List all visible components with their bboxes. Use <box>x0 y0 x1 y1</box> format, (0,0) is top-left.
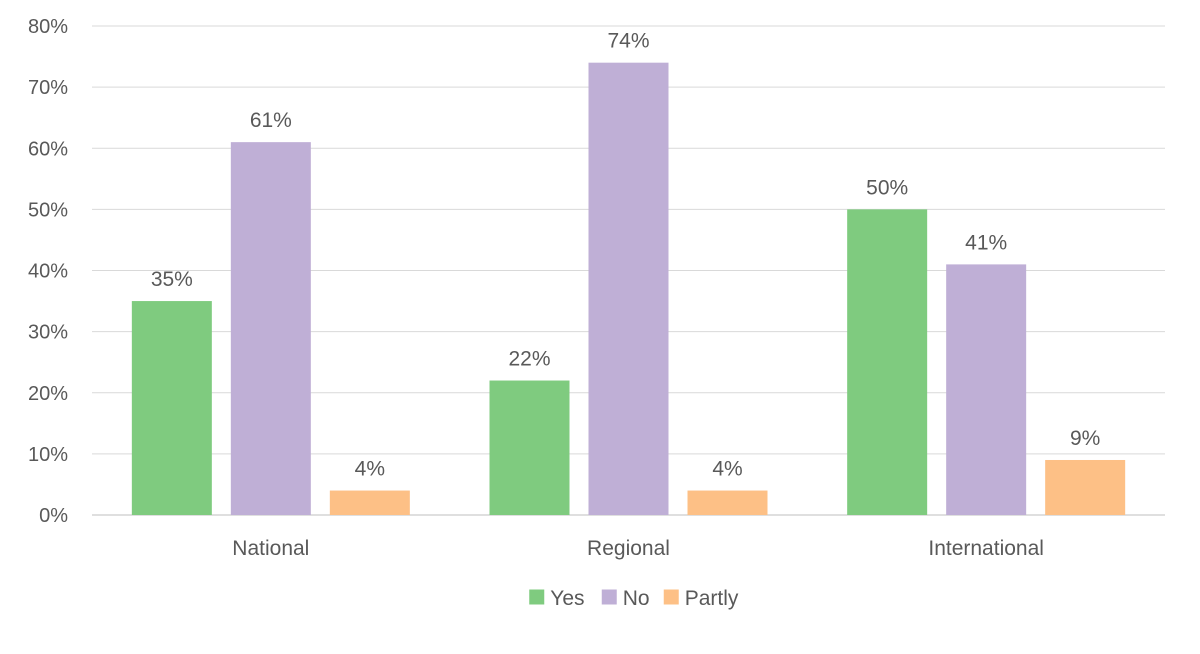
legend-swatch-partly <box>663 589 679 605</box>
y-axis-ticks: 0% 10% 20% 30% 40% 50% 60% 70% 80% <box>28 16 68 527</box>
bar-yes-international <box>847 209 928 515</box>
bar-no-international <box>946 264 1027 515</box>
legend: Yes No Partly <box>529 587 739 610</box>
bar-partly-international <box>1045 459 1126 515</box>
y-tick-label: 80% <box>28 16 68 38</box>
bar-partly-national <box>329 490 410 515</box>
y-tick-label: 10% <box>28 444 68 466</box>
data-label: 35% <box>151 268 193 291</box>
y-tick-label: 30% <box>28 322 68 344</box>
data-label: 74% <box>607 30 649 53</box>
x-category-label: Regional <box>587 537 670 560</box>
data-labels: 35% 61% 4% 22% 74% 4% 50% 41% 9% <box>151 30 1101 481</box>
bar-partly-regional <box>687 490 768 515</box>
data-label: 9% <box>1070 427 1100 450</box>
bar-yes-regional <box>489 380 570 515</box>
legend-swatch-no <box>601 589 617 605</box>
y-tick-label: 60% <box>28 138 68 160</box>
data-label: 4% <box>355 458 385 481</box>
y-tick-label: 0% <box>39 505 68 527</box>
y-tick-label: 40% <box>28 261 68 283</box>
data-label: 61% <box>250 109 292 132</box>
bar-no-national <box>230 142 311 515</box>
y-tick-label: 20% <box>28 383 68 405</box>
data-label: 22% <box>508 348 550 371</box>
data-label: 41% <box>965 231 1007 254</box>
y-tick-label: 70% <box>28 77 68 99</box>
bars <box>131 62 1126 516</box>
data-label: 50% <box>866 176 908 199</box>
legend-label-no: No <box>623 587 650 610</box>
bar-yes-national <box>131 301 212 515</box>
bar-no-regional <box>588 62 669 516</box>
x-axis-categories: National Regional International <box>232 537 1044 560</box>
legend-label-partly: Partly <box>685 587 739 610</box>
data-label: 4% <box>712 458 742 481</box>
x-category-label: National <box>232 537 309 560</box>
x-category-label: International <box>928 537 1044 560</box>
legend-swatch-yes <box>529 589 545 605</box>
y-tick-label: 50% <box>28 199 68 221</box>
legend-label-yes: Yes <box>550 587 584 610</box>
